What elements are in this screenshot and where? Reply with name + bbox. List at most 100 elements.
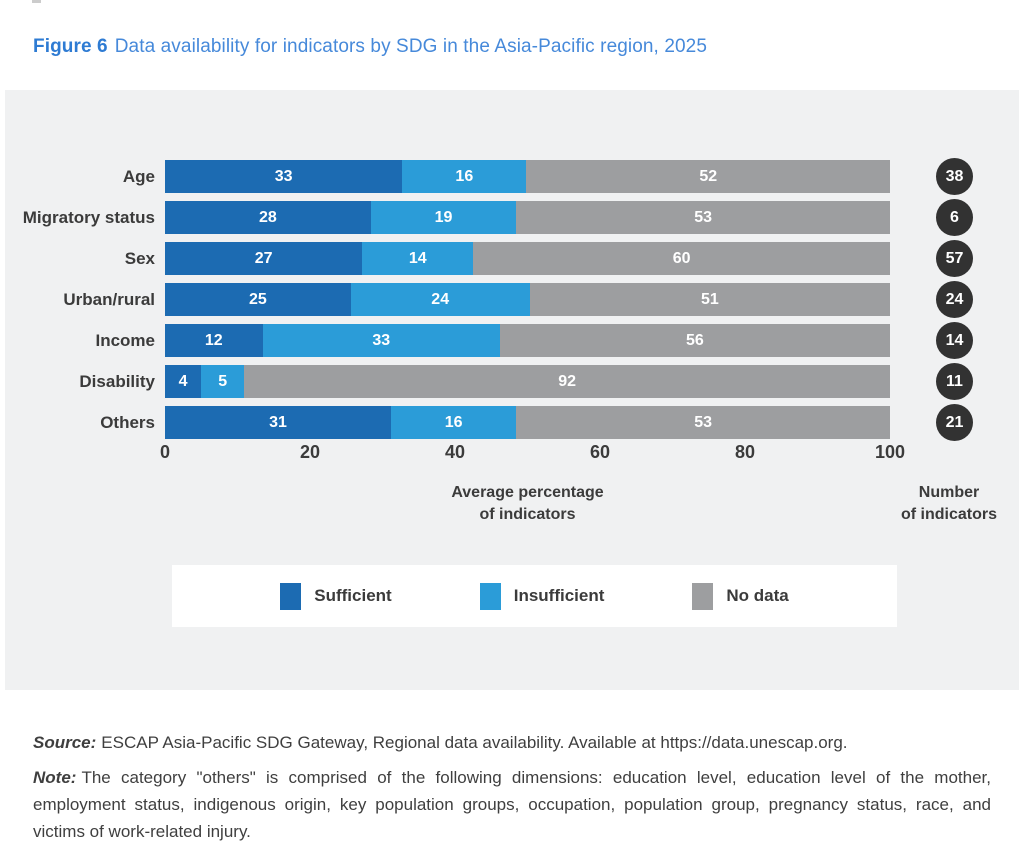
badge-cell: 14 xyxy=(890,322,1019,359)
legend: Sufficient Insufficient No data xyxy=(172,565,897,627)
badge-cell: 6 xyxy=(890,199,1019,236)
legend-item-no-data: No data xyxy=(692,582,789,610)
bar-segment-no-data: 60 xyxy=(473,242,890,275)
bar-segment-insufficient: 16 xyxy=(402,160,527,193)
chart-row: Migratory status 28 19 53 6 xyxy=(5,199,1019,236)
badge-cell: 38 xyxy=(890,158,1019,195)
segment-value: 53 xyxy=(694,413,713,431)
indicator-count-badge: 14 xyxy=(936,322,973,359)
source-line: Source: ESCAP Asia-Pacific SDG Gateway, R… xyxy=(33,733,991,753)
source-text: ESCAP Asia-Pacific SDG Gateway, Regional… xyxy=(101,733,848,752)
bar-segment-insufficient: 14 xyxy=(362,242,474,275)
segment-value: 51 xyxy=(700,290,719,308)
segment-value: 28 xyxy=(259,208,277,226)
x-tick-label: 40 xyxy=(444,442,466,462)
badge-column-title-line1: Number xyxy=(918,484,980,501)
segment-value: 19 xyxy=(434,208,453,226)
legend-label: No data xyxy=(726,586,789,605)
category-label: Others xyxy=(100,412,155,432)
legend-item-insufficient: Insufficient xyxy=(479,582,605,610)
x-axis-title-line1: Average percentage xyxy=(451,484,604,501)
bar-segment-sufficient: 25 xyxy=(165,283,351,316)
note-label: Note: xyxy=(33,768,77,787)
legend-swatch xyxy=(692,582,714,610)
x-tick-label: 0 xyxy=(159,442,171,462)
stacked-bar: 28 19 53 xyxy=(165,201,890,234)
segment-value: 31 xyxy=(269,413,287,431)
badge-column-title: Number of indicators xyxy=(882,482,1016,526)
stacked-bar: 27 14 60 xyxy=(165,242,890,275)
bar-segment-sufficient: 27 xyxy=(165,242,363,275)
category-label: Sex xyxy=(124,248,155,268)
category-label: Migratory status xyxy=(22,207,155,227)
segment-value: 60 xyxy=(672,249,691,267)
bar-segment-no-data: 56 xyxy=(499,324,890,357)
indicator-count-badge: 57 xyxy=(936,240,973,277)
x-axis-ticks: 0 20 40 60 80 100 xyxy=(5,442,1019,466)
segment-value: 33 xyxy=(372,331,391,349)
bar-segment-no-data: 53 xyxy=(516,201,890,234)
chart-row: Age 33 16 52 38 xyxy=(5,158,1019,195)
badge-cell: 57 xyxy=(890,240,1019,277)
figure-title-text: Data availability for indicators by SDG … xyxy=(114,36,707,57)
legend-swatch xyxy=(280,582,302,610)
figure-title: Figure 6 Data availability for indicators… xyxy=(33,36,707,58)
indicator-count-badge: 11 xyxy=(936,363,973,400)
bar-segment-sufficient: 12 xyxy=(165,324,263,357)
stacked-bar: 31 16 53 xyxy=(165,406,890,439)
bar-segment-no-data: 92 xyxy=(244,365,890,398)
segment-value: 24 xyxy=(431,290,450,308)
chart-row: Urban/rural 25 24 51 24 xyxy=(5,281,1019,318)
segment-value: 53 xyxy=(694,208,713,226)
segment-value: 27 xyxy=(254,249,273,267)
indicator-count-badge: 6 xyxy=(936,199,973,236)
indicator-count-badge: 24 xyxy=(936,281,973,318)
bar-segment-no-data: 52 xyxy=(526,160,890,193)
chart-row: Disability 4 5 92 11 xyxy=(5,363,1019,400)
segment-value: 16 xyxy=(444,413,463,431)
bar-segment-insufficient: 33 xyxy=(262,324,500,357)
x-tick-label: 100 xyxy=(874,442,906,462)
segment-value: 14 xyxy=(408,249,427,267)
badge-cell: 11 xyxy=(890,363,1019,400)
category-label: Urban/rural xyxy=(63,289,155,309)
segment-value: 25 xyxy=(248,290,267,308)
chart-panel: Age 33 16 52 38 Migratory status 28 19 53 6 Sex 27 1… xyxy=(5,90,1019,690)
stacked-bar: 33 16 52 xyxy=(165,160,890,193)
legend-swatch xyxy=(479,582,501,610)
segment-value: 33 xyxy=(274,167,293,185)
bar-segment-sufficient: 28 xyxy=(165,201,371,234)
legend-item-sufficient: Sufficient xyxy=(280,582,392,610)
segment-value: 92 xyxy=(558,372,576,390)
segment-value: 52 xyxy=(699,167,718,185)
x-tick-label: 80 xyxy=(734,442,756,462)
category-label: Income xyxy=(95,330,155,350)
legend-label: Sufficient xyxy=(314,586,392,605)
bar-segment-no-data: 51 xyxy=(529,283,890,316)
bar-segment-insufficient: 19 xyxy=(370,201,517,234)
note-text: The category "others" is comprised of th… xyxy=(33,768,991,841)
bar-segment-sufficient: 31 xyxy=(165,406,391,439)
bar-segment-no-data: 53 xyxy=(516,406,890,439)
segment-value: 16 xyxy=(455,167,474,185)
chart-row: Others 31 16 53 21 xyxy=(5,404,1019,441)
legend-label: Insufficient xyxy=(513,586,605,605)
chart-row: Sex 27 14 60 57 xyxy=(5,240,1019,277)
chart-rows: Age 33 16 52 38 Migratory status 28 19 53 6 Sex 27 1… xyxy=(5,158,1019,447)
chart-row: Income 12 33 56 14 xyxy=(5,322,1019,359)
badge-cell: 21 xyxy=(890,404,1019,441)
category-label: Disability xyxy=(79,371,155,391)
source-label: Source: xyxy=(33,733,97,752)
crop-artifact-mark xyxy=(32,0,41,3)
segment-value: 5 xyxy=(218,372,228,390)
badge-cell: 24 xyxy=(890,281,1019,318)
badge-column-title-line2: of indicators xyxy=(900,506,997,523)
bar-segment-sufficient: 4 xyxy=(165,365,202,398)
x-axis-title: Average percentage of indicators xyxy=(165,482,890,526)
indicator-count-badge: 38 xyxy=(936,158,973,195)
note-line: Note: The category "others" is comprised … xyxy=(33,764,991,845)
category-label: Age xyxy=(122,166,155,186)
indicator-count-badge: 21 xyxy=(936,404,973,441)
stacked-bar: 4 5 92 xyxy=(165,365,890,398)
x-tick-label: 60 xyxy=(589,442,611,462)
